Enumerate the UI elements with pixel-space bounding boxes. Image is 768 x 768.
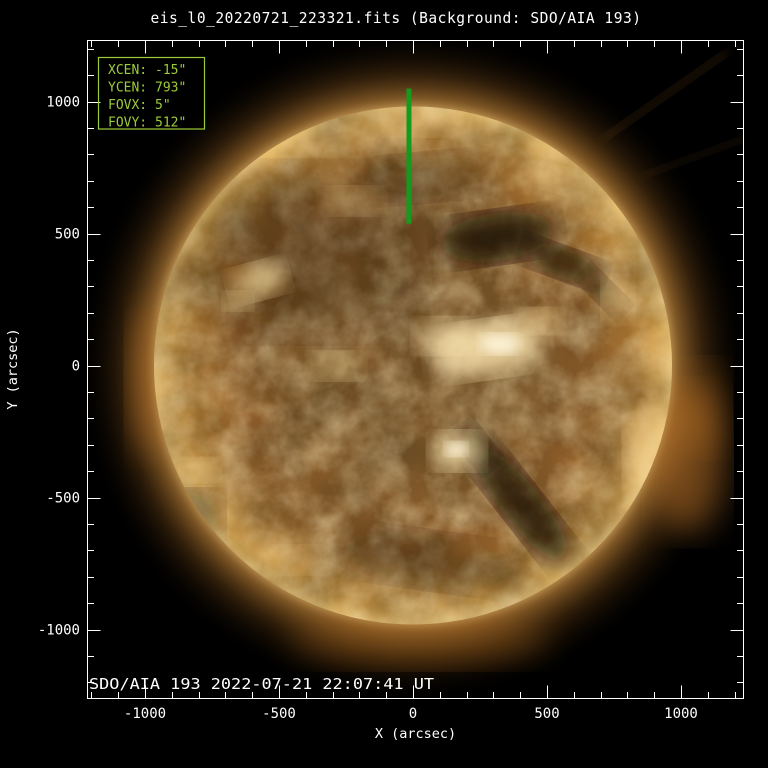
eis-fov-marker[interactable] <box>406 88 412 224</box>
info-row-xcen: XCEN: -15" <box>108 63 186 78</box>
active-region-west <box>230 263 286 299</box>
corona-streak-1 <box>601 49 729 142</box>
y-tick-label: 0 <box>72 359 80 375</box>
corona-streak-2 <box>642 127 744 179</box>
x-axis-label: X (arcsec) <box>375 726 456 742</box>
fov-info-box: XCEN: -15" YCEN: 793" FOVX: 5" FOVY: 512" <box>97 56 206 131</box>
background-image-caption: SDO/AIA 193 2022-07-21 22:07:41 UT <box>89 675 434 693</box>
x-tick-label: -500 <box>262 706 296 722</box>
y-tick-labels: 1000 500 0 -500 -1000 <box>38 95 80 639</box>
y-tick-label: -1000 <box>38 623 80 639</box>
plot-title: eis_l0_20220721_223321.fits (Background:… <box>151 9 642 27</box>
fov-info-box-border <box>97 56 206 130</box>
x-tick-label: -1000 <box>124 706 166 722</box>
x-tick-label: 1000 <box>664 706 698 722</box>
y-tick-label: 500 <box>55 227 80 243</box>
x-tick-label: 500 <box>534 706 559 722</box>
axis-ticks <box>87 40 744 699</box>
info-row-fovy: FOVY: 512" <box>108 116 186 131</box>
coronal-hole-southeast <box>474 446 570 564</box>
info-row-ycen: YCEN: 793" <box>108 81 186 96</box>
y-axis-label: Y (arcsec) <box>5 328 21 409</box>
x-tick-label: 0 <box>409 706 417 722</box>
disk-features <box>154 106 672 625</box>
info-row-fovx: FOVX: 5" <box>108 98 171 113</box>
y-tick-label: -500 <box>46 491 80 507</box>
limb-ring <box>154 106 672 625</box>
x-tick-labels: -1000 -500 0 500 1000 <box>124 706 698 722</box>
y-tick-label: 1000 <box>46 95 80 111</box>
corona-fan-right-2 <box>676 364 728 452</box>
solar-disk-image[interactable] <box>77 30 767 702</box>
corona-glow-bottom <box>290 610 550 666</box>
plot-frame <box>87 40 744 699</box>
